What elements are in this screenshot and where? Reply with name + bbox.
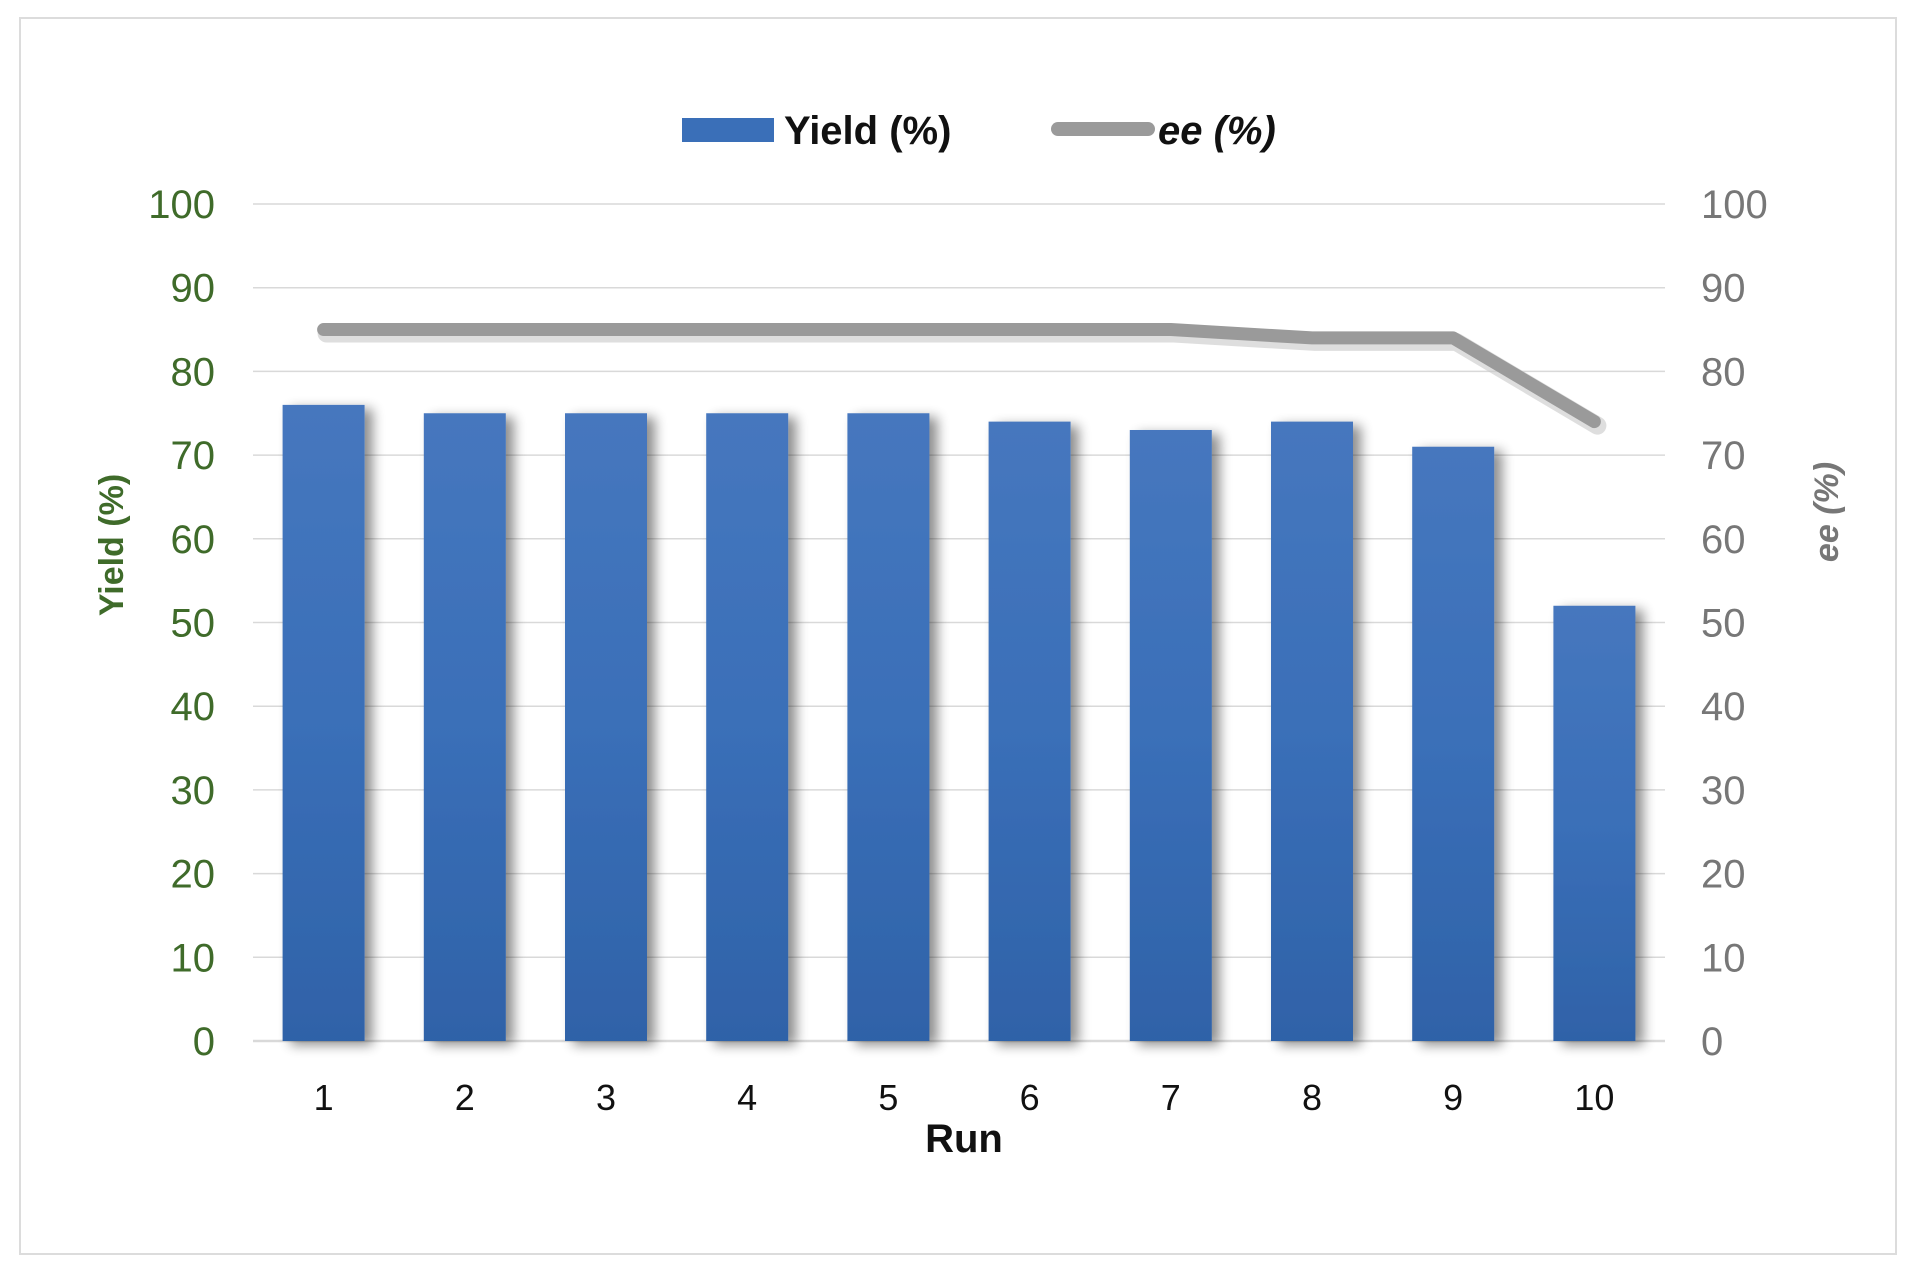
left-y-axis-title: Yield (%) <box>93 474 131 616</box>
bar-yield-run-9 <box>1412 446 1495 1042</box>
bar-yield-run-2 <box>423 413 506 1041</box>
left-y-tick-label: 60 <box>171 518 216 562</box>
x-tick-label: 3 <box>596 1077 616 1118</box>
point-ee-run-6 <box>1029 329 1031 331</box>
line-series <box>317 323 1607 435</box>
left-y-tick-label: 100 <box>148 183 215 227</box>
legend-label-yield: Yield (%) <box>784 109 951 153</box>
x-tick-label: 2 <box>455 1077 475 1118</box>
point-ee-run-2 <box>464 329 466 331</box>
left-y-tick-label: 90 <box>171 267 216 311</box>
x-tick-label: 1 <box>314 1077 334 1118</box>
point-ee-run-1 <box>323 329 325 331</box>
right-y-tick-label: 20 <box>1701 853 1746 897</box>
right-y-tick-label: 70 <box>1701 434 1746 478</box>
bar-yield-run-3 <box>565 413 647 1041</box>
point-ee-run-3 <box>605 329 607 331</box>
x-tick-label: 6 <box>1020 1077 1040 1118</box>
right-y-tick-label: 80 <box>1701 350 1746 394</box>
x-axis-ticks: 1 2 3 4 5 6 7 8 9 10 <box>314 1077 1615 1118</box>
x-tick-label: 7 <box>1161 1077 1181 1118</box>
right-y-axis-ticks: 0 10 20 30 40 50 60 70 80 90 100 <box>1701 183 1768 1064</box>
left-y-tick-label: 20 <box>171 853 216 897</box>
left-y-tick-label: 80 <box>171 350 216 394</box>
bar-yield-run-7 <box>1129 429 1212 1041</box>
x-tick-label: 9 <box>1443 1077 1463 1118</box>
point-ee-run-9 <box>1452 337 1454 339</box>
bar-yield-run-5 <box>847 413 930 1041</box>
point-ee-run-8 <box>1311 337 1313 339</box>
x-tick-label: 8 <box>1302 1077 1322 1118</box>
line-ee-shadow <box>317 324 1607 435</box>
left-y-tick-label: 0 <box>193 1020 215 1064</box>
right-y-tick-label: 100 <box>1701 183 1768 227</box>
x-axis-title: Run <box>925 1117 1003 1161</box>
left-y-axis-ticks: 0 10 20 30 40 50 60 70 80 90 100 <box>148 183 215 1064</box>
left-y-tick-label: 10 <box>171 936 216 980</box>
right-y-tick-label: 30 <box>1701 769 1746 813</box>
point-ee-run-4 <box>746 329 748 331</box>
left-y-tick-label: 50 <box>171 602 216 646</box>
right-y-tick-label: 60 <box>1701 518 1746 562</box>
line-ee <box>317 323 1601 429</box>
right-y-tick-label: 0 <box>1701 1020 1723 1064</box>
bar-yield-run-6 <box>988 421 1071 1041</box>
point-ee-run-5 <box>887 329 889 331</box>
bar-series <box>282 404 1636 1042</box>
legend-swatch-yield <box>682 118 774 142</box>
left-y-tick-label: 70 <box>171 434 216 478</box>
point-ee-run-7 <box>1170 329 1172 331</box>
x-tick-label: 4 <box>737 1077 757 1118</box>
left-y-tick-label: 40 <box>171 685 216 729</box>
legend-label-ee: ee (%) <box>1158 109 1276 153</box>
bar-yield-run-4 <box>706 413 789 1041</box>
right-y-tick-label: 50 <box>1701 602 1746 646</box>
right-y-tick-label: 40 <box>1701 685 1746 729</box>
right-y-tick-label: 10 <box>1701 936 1746 980</box>
bar-yield-run-1 <box>282 404 365 1041</box>
right-y-axis-title: ee (%) <box>1808 462 1846 562</box>
x-tick-label: 10 <box>1574 1077 1614 1118</box>
point-ee-run-10 <box>1593 421 1595 423</box>
x-tick-label: 5 <box>878 1077 898 1118</box>
legend: Yield (%) ee (%) <box>682 109 1276 153</box>
right-y-tick-label: 90 <box>1701 267 1746 311</box>
bar-yield-run-10 <box>1553 605 1636 1041</box>
bar-yield-run-8 <box>1271 421 1353 1041</box>
left-y-tick-label: 30 <box>171 769 216 813</box>
